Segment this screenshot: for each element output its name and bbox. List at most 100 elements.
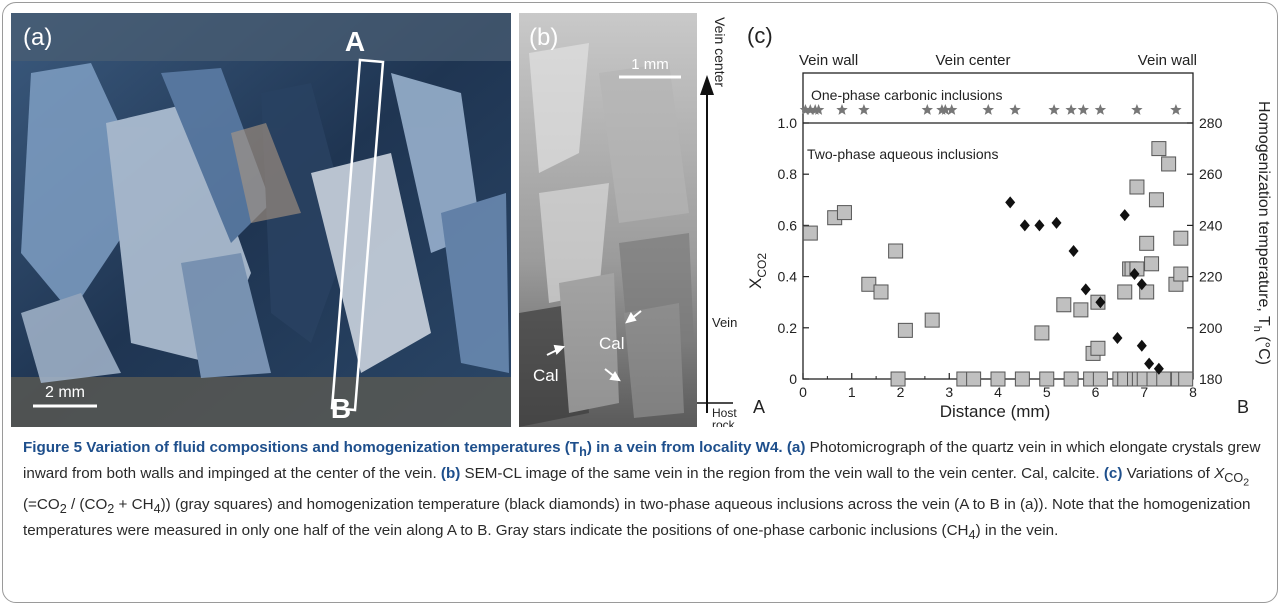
xco2-square-point	[1178, 371, 1194, 387]
x-tick-label: 8	[1189, 384, 1197, 400]
caption-title: Figure 5 Variation of fluid compositions…	[23, 439, 783, 460]
temperature-diamond-point	[1080, 283, 1091, 296]
temperature-diamond-point	[1051, 216, 1062, 229]
y-right-tick-label: 180	[1199, 371, 1223, 387]
xco2-square-point	[924, 312, 940, 328]
xco2-square-point	[836, 205, 852, 221]
xco2-square-point	[1014, 371, 1030, 387]
panel-b-sem-cl: (b) 1 mm Cal Cal Vein center Vein Host r…	[519, 13, 745, 432]
caption-b-label: (b)	[440, 465, 461, 483]
figure-caption: Figure 5 Variation of fluid compositions…	[23, 437, 1263, 546]
xco2-square-point	[802, 225, 818, 241]
panel-a-photomicrograph: (a) A B 2 mm	[11, 13, 511, 427]
panel-a-label: (a)	[23, 24, 52, 51]
caption-b-text: SEM-CL image of the same vein in the reg…	[460, 465, 1104, 483]
chart-axes: 0 1 2 3 4 5 6 7 8 0 0.2 0.4 0.6 0.8 1.0 180 200 220 240 260…	[778, 72, 1223, 400]
xco2-square-point	[1139, 235, 1155, 251]
xco2-square-point	[897, 322, 913, 338]
carbonic-star-point	[1094, 104, 1107, 115]
y-right-tick-label: 240	[1199, 217, 1223, 233]
calcite-arrows	[546, 310, 642, 382]
temperature-diamond-point	[1112, 332, 1123, 345]
x-tick-label: 2	[897, 384, 905, 400]
carbonic-star-point	[1131, 104, 1143, 115]
panel-c-label: (c)	[747, 23, 773, 48]
x-axis-label: Distance (mm)	[940, 402, 1051, 421]
temperature-diamond-point	[1136, 278, 1147, 291]
xco2-square-point	[890, 371, 906, 387]
y-left-tick-label: 1.0	[778, 115, 798, 131]
xco2-square-point	[1092, 371, 1108, 387]
temperature-diamond-point	[1005, 196, 1016, 209]
temperature-diamond-point	[1095, 296, 1106, 309]
carbonic-star-point	[1048, 104, 1060, 115]
y-left-tick-label: 0.6	[778, 217, 798, 233]
xco2-square-point	[1173, 230, 1189, 246]
xco2-square-point	[1161, 156, 1177, 172]
plot-frame	[802, 72, 1194, 380]
carbonic-star-point	[946, 104, 958, 115]
y-axis-left-label: XCO2	[746, 253, 769, 289]
y-left-tick-label: 0	[789, 371, 797, 387]
xco2-square-point	[1117, 284, 1133, 300]
svg-text:XCO2: XCO2	[747, 253, 769, 289]
carbonic-star-point	[1065, 104, 1077, 115]
carbonic-star-point	[982, 104, 994, 115]
xco2-square-point	[1129, 179, 1145, 195]
end-a-label: A	[753, 397, 765, 417]
xco2-square-point	[1073, 302, 1089, 318]
temperature-diamond-point	[1153, 362, 1164, 375]
caption-a-text: Photomicrograph of the quartz vein in wh…	[23, 439, 1261, 483]
vein-side-label: Vein	[712, 315, 737, 330]
carbonic-star-point	[1077, 104, 1089, 115]
carbonic-star-point	[1009, 104, 1021, 115]
y-right-tick-label: 280	[1199, 115, 1223, 131]
xco2-square-point	[1039, 371, 1055, 387]
temperature-diamond-point	[1068, 245, 1079, 257]
x-tick-label: 7	[1140, 384, 1148, 400]
carbonic-star-point	[836, 104, 848, 115]
xco2-temperature-chart: (c) Vein wall Vein center Vein wall One-…	[746, 23, 1272, 421]
x-tick-label: 5	[1043, 384, 1051, 400]
sem-cl-image: (b) 1 mm Cal Cal Vein center Vein Host r…	[519, 13, 737, 432]
one-phase-label: One-phase carbonic inclusions	[811, 87, 1002, 103]
end-b-label: B	[1237, 397, 1249, 417]
y-left-tick-label: 0.4	[778, 269, 798, 285]
y-right-tick-label: 200	[1199, 320, 1223, 336]
y-axis-right-label: Homogenization temperature, Th (°C)	[1251, 101, 1272, 365]
carbonic-star-point	[804, 104, 816, 115]
point-b-label: B	[331, 393, 351, 424]
carbonic-star-point	[812, 104, 825, 115]
caption-a-label: (a)	[786, 439, 806, 456]
x-tick-label: 3	[945, 384, 953, 400]
vein-wall-right-label: Vein wall	[1138, 52, 1197, 69]
xco2-square-point	[1173, 266, 1189, 282]
xco2-square-point	[888, 243, 904, 259]
xco2-square-point	[873, 284, 889, 300]
x-tick-label: 1	[848, 384, 856, 400]
two-phase-label: Two-phase aqueous inclusions	[807, 146, 998, 162]
xco2-square-point	[1090, 340, 1106, 356]
carbonic-star-point	[858, 104, 870, 115]
xco2-square-point	[1034, 325, 1050, 341]
xco2-square-point	[1151, 141, 1167, 157]
xco2-square-point	[1063, 371, 1079, 387]
caption-c-label: (c)	[1103, 465, 1123, 483]
carbonic-star-point	[921, 104, 933, 115]
vein-wall-left-label: Vein wall	[799, 52, 858, 69]
x-tick-label: 0	[799, 384, 807, 400]
temperature-diamond-point	[1119, 209, 1130, 222]
xco2-square-point	[966, 371, 982, 387]
x-tick-label: 4	[994, 384, 1002, 400]
photomicrograph-image: (a) A B 2 mm	[11, 13, 511, 427]
panel-b-label: (b)	[529, 24, 558, 51]
xco2-square-point	[1156, 371, 1172, 387]
vein-center-side-label: Vein center	[712, 17, 728, 87]
y-right-tick-label: 220	[1199, 269, 1223, 285]
scale-label-a: 2 mm	[45, 384, 85, 401]
carbonic-star-point	[939, 104, 952, 115]
x-tick-label: 6	[1092, 384, 1100, 400]
temperature-diamond-point	[1034, 219, 1045, 232]
svg-text:Homogenization temperature, Th: Homogenization temperature, Th (°C)	[1251, 101, 1272, 365]
